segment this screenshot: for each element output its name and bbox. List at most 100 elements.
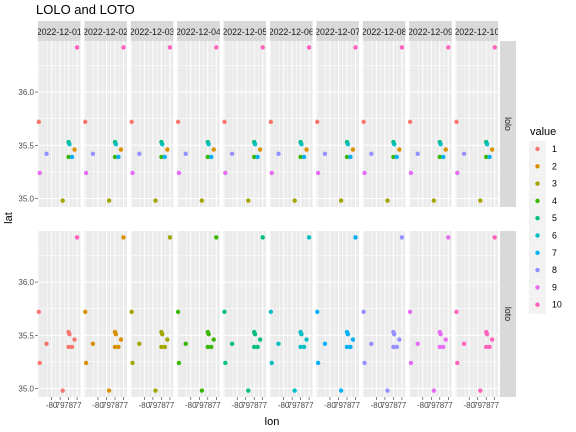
data-point (106, 198, 112, 203)
data-point (165, 337, 170, 342)
legend-label: 7 (552, 248, 557, 258)
data-point (350, 147, 356, 152)
panel-background (362, 231, 406, 397)
data-point (214, 45, 219, 50)
data-point (222, 119, 227, 125)
facet-panel (175, 231, 220, 397)
strip-background (500, 41, 516, 207)
legend-label: 5 (552, 213, 557, 223)
data-point (408, 170, 414, 176)
data-point (304, 147, 309, 152)
facet-col-label: 2022-12-03 (130, 27, 175, 37)
data-point (487, 344, 492, 350)
legend-key-marker (535, 146, 540, 152)
data-point (165, 147, 170, 152)
facet-panel (361, 231, 406, 397)
data-point (438, 332, 443, 337)
data-point (153, 388, 158, 393)
data-point (66, 344, 71, 350)
data-point (83, 170, 89, 176)
x-tick-label: -80 (231, 401, 243, 410)
legend-key-marker (535, 181, 540, 186)
data-point (223, 360, 228, 366)
panel-background (455, 41, 499, 207)
data-point (255, 344, 260, 350)
data-point (116, 344, 121, 350)
data-point (121, 235, 126, 240)
data-point (209, 154, 214, 160)
panel-background (130, 231, 174, 397)
data-point (461, 341, 467, 346)
data-point (397, 337, 402, 342)
data-point (407, 119, 413, 125)
x-tick-label: -80 (463, 401, 475, 410)
legend-label: 2 (552, 161, 557, 171)
data-point (443, 337, 448, 342)
data-point (484, 142, 490, 147)
x-tick-label: 78 (157, 401, 166, 410)
data-point (315, 360, 321, 366)
data-point (306, 235, 312, 240)
data-point (183, 151, 188, 156)
strip-background (409, 21, 452, 41)
x-tick-label: 78 (64, 401, 73, 410)
x-tick-label: 79 (241, 401, 250, 410)
strip-background (84, 21, 127, 41)
data-point (385, 388, 390, 393)
data-point (176, 170, 182, 176)
strip-background (223, 21, 267, 41)
data-point (116, 154, 121, 160)
x-tick-label: 79 (380, 401, 389, 410)
x-axis-title: lon (265, 416, 280, 428)
data-point (159, 154, 164, 160)
data-point (301, 154, 307, 160)
data-point (60, 388, 65, 393)
data-point (67, 142, 72, 147)
data-point (353, 235, 358, 240)
data-point (391, 344, 396, 350)
data-point (137, 151, 142, 156)
data-point (162, 154, 167, 160)
legend-key-marker (535, 302, 540, 307)
x-tick-label: 78 (203, 401, 212, 410)
data-point (246, 198, 251, 203)
panel-background (270, 41, 313, 207)
facet-strip-top: 2022-12-07 (316, 21, 359, 41)
data-point (446, 45, 451, 50)
x-tick-label: -80 (139, 401, 151, 410)
strip-background (270, 21, 313, 41)
facet-panel (315, 231, 359, 397)
x-tick-label: 77 (305, 401, 314, 410)
facet-strip-top: 2022-12-06 (270, 21, 313, 41)
data-point (118, 147, 124, 152)
data-point (345, 142, 351, 147)
data-point (350, 337, 356, 342)
facet-panel (268, 41, 313, 207)
legend-key-marker (535, 250, 540, 255)
data-point (369, 341, 374, 346)
data-point (160, 332, 165, 337)
data-point (292, 198, 297, 203)
legend-label: 8 (552, 265, 557, 275)
data-point (153, 198, 158, 203)
x-tick-label: 79 (427, 401, 436, 410)
strip-background (177, 21, 220, 41)
facet-strip-top: 2022-12-04 (177, 21, 220, 41)
facet-panel (315, 41, 359, 207)
x-tick-label: 77 (444, 401, 453, 410)
data-point (484, 344, 489, 350)
data-point (455, 360, 460, 366)
chart-title: LOLO and LOTO (36, 2, 135, 17)
data-point (255, 154, 260, 160)
data-point (487, 154, 492, 160)
data-point (478, 198, 483, 203)
data-point (252, 332, 258, 337)
data-point (74, 235, 80, 240)
data-point (214, 235, 219, 240)
facet-panel (175, 41, 220, 207)
data-point (257, 337, 263, 342)
data-point (415, 341, 420, 346)
x-tick-label: 78 (250, 401, 259, 410)
data-point (408, 360, 414, 366)
